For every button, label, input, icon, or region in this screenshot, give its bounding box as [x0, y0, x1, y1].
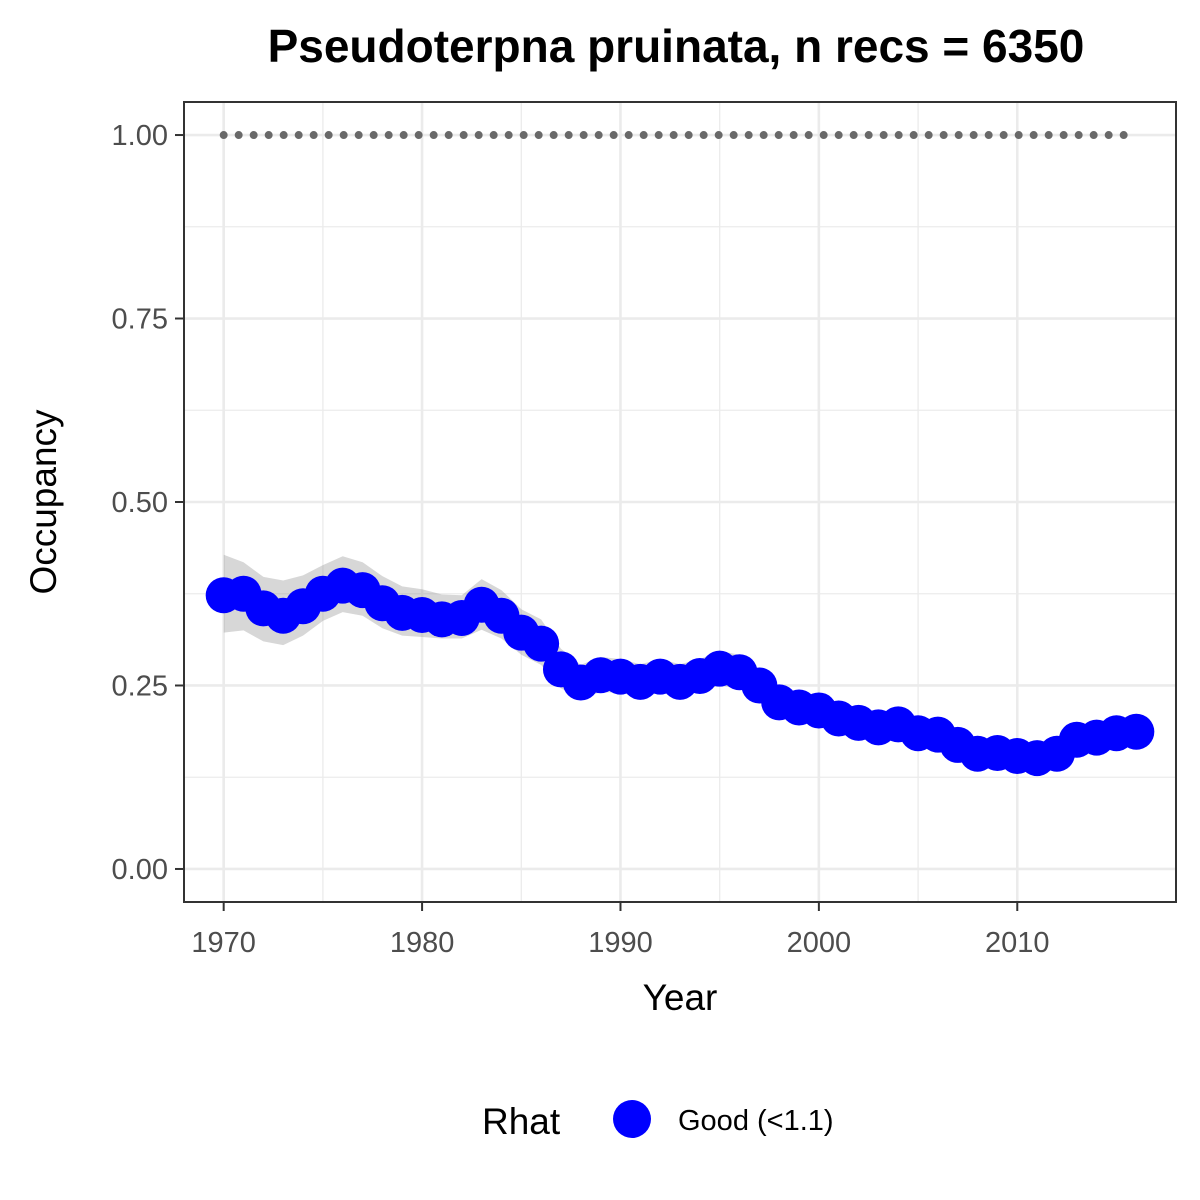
y-axis-title: Occupancy [23, 409, 64, 595]
grid [184, 102, 1176, 902]
y-tick-label: 1.00 [112, 120, 168, 152]
y-tick-label: 0.00 [112, 854, 168, 886]
y-tick-label: 0.50 [112, 487, 168, 519]
occupancy-points [205, 567, 1155, 777]
chart-title: Pseudoterpna pruinata, n recs = 6350 [268, 20, 1085, 72]
x-axis-title: Year [643, 977, 718, 1018]
occupancy-point [1118, 713, 1155, 750]
legend-key-circle [613, 1100, 651, 1138]
y-tick-label: 0.75 [112, 304, 168, 336]
legend-title: Rhat [482, 1101, 561, 1142]
occupancy-point [523, 625, 560, 662]
x-tick-label: 1980 [390, 927, 455, 959]
x-axis: 1970 1980 1990 2000 2010 [191, 902, 1050, 959]
legend-label: Good (<1.1) [678, 1105, 834, 1137]
x-tick-label: 2000 [787, 927, 852, 959]
x-tick-label: 1990 [588, 927, 653, 959]
y-axis: 0.00 0.25 0.50 0.75 1.00 [112, 120, 184, 886]
x-tick-label: 1970 [191, 927, 256, 959]
x-tick-label: 2010 [985, 927, 1050, 959]
legend: Rhat Good (<1.1) [482, 1100, 834, 1142]
y-tick-label: 0.25 [112, 670, 168, 702]
